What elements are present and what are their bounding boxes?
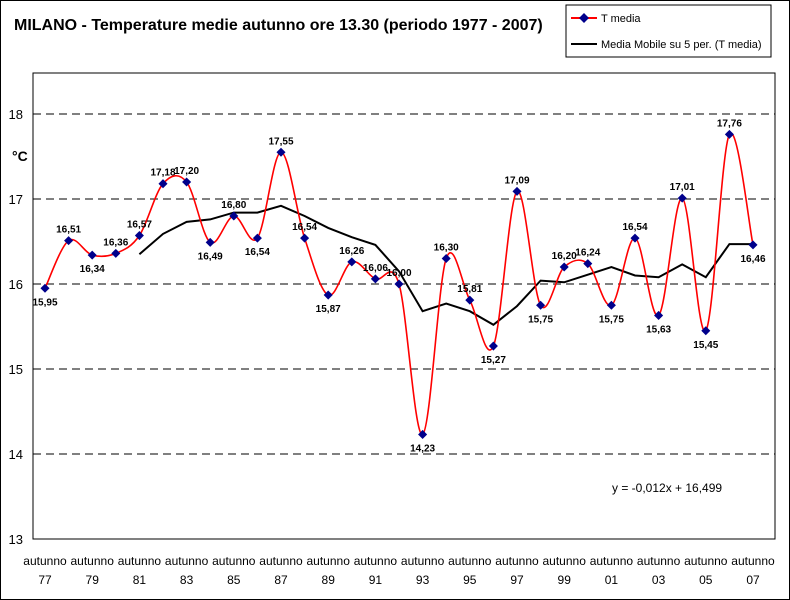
data-label: 15,75 [528, 314, 553, 325]
data-label: 17,09 [504, 175, 529, 186]
data-label: 15,95 [32, 297, 57, 308]
x-tick-label: autunno [118, 554, 162, 568]
x-tick-label: 83 [180, 573, 194, 587]
data-label: 17,18 [150, 168, 175, 179]
data-label: 15,87 [316, 304, 341, 315]
y-tick-label: 17 [9, 192, 23, 207]
data-point-marker [158, 179, 168, 189]
x-tick-label: 85 [227, 573, 241, 587]
x-tick-label: autunno [401, 554, 445, 568]
x-tick-label: 99 [558, 573, 572, 587]
x-tick-label: autunno [71, 554, 115, 568]
y-unit-label: °C [12, 148, 28, 164]
data-label: 16,00 [386, 268, 411, 279]
legend: T media Media Mobile su 5 per. (T media) [565, 4, 772, 58]
trendline-equation: y = -0,012x + 16,499 [612, 481, 722, 495]
data-label: 16,30 [434, 243, 459, 254]
data-label: 15,27 [481, 355, 506, 366]
x-tick-label: autunno [354, 554, 398, 568]
x-tick-label: autunno [684, 554, 728, 568]
data-label: 16,49 [198, 251, 223, 262]
x-tick-label: 97 [510, 573, 524, 587]
data-label: 16,26 [339, 246, 364, 257]
data-label: 17,55 [268, 136, 293, 147]
x-tick-label: autunno [731, 554, 775, 568]
data-label: 15,75 [599, 314, 624, 325]
data-point-marker [64, 236, 74, 246]
x-tick-label: 07 [746, 573, 760, 587]
x-tick-label: 91 [369, 573, 383, 587]
x-tick-label: autunno [23, 554, 67, 568]
y-tick-label: 18 [9, 107, 23, 122]
x-tick-label: 77 [38, 573, 52, 587]
x-tick-label: autunno [543, 554, 587, 568]
x-tick-label: autunno [448, 554, 492, 568]
plot-area: 13 14 15 16 17 18 autunno 77 autunno 79 autunno 81 a… [9, 72, 776, 587]
data-label: 15,81 [457, 284, 482, 295]
data-label: 15,45 [693, 340, 718, 351]
data-label: 15,63 [646, 324, 671, 335]
data-label: 16,20 [552, 251, 577, 262]
legend-box [565, 4, 772, 58]
data-label: 16,36 [103, 237, 128, 248]
data-point-marker [536, 300, 546, 310]
data-label: 17,20 [174, 166, 199, 177]
series-line-moving-average [138, 204, 753, 327]
data-label: 16,57 [127, 220, 152, 231]
x-tick-label: 05 [699, 573, 713, 587]
x-tick-label: autunno [637, 554, 681, 568]
legend-label-moving-average: Media Mobile su 5 per. (T media) [601, 39, 762, 51]
y-tick-label: 14 [9, 447, 23, 462]
data-label: 17,01 [670, 182, 695, 193]
data-point-marker [229, 211, 239, 221]
plot-frame [32, 72, 776, 540]
x-tick-label: 95 [463, 573, 477, 587]
y-tick-label: 16 [9, 277, 23, 292]
x-tick-label: 89 [322, 573, 336, 587]
data-label: 16,06 [363, 263, 388, 274]
x-tick-label: 81 [133, 573, 147, 587]
x-tick-label: autunno [212, 554, 256, 568]
chart-title: MILANO - Temperature medie autunno ore 1… [14, 17, 543, 34]
data-point-marker [134, 231, 144, 241]
data-label: 16,24 [575, 248, 600, 259]
data-point-marker [111, 248, 121, 258]
data-point-marker [654, 310, 664, 320]
x-tick-label: autunno [165, 554, 209, 568]
y-tick-label: 15 [9, 362, 23, 377]
data-point-marker [252, 233, 262, 243]
x-tick-label: autunno [259, 554, 303, 568]
x-tick-label: 79 [86, 573, 100, 587]
data-label: 16,54 [292, 222, 317, 233]
data-label: 16,34 [80, 264, 105, 275]
data-label: 16,46 [740, 254, 765, 265]
data-label: 16,54 [245, 247, 270, 258]
x-tick-label: 01 [605, 573, 619, 587]
x-tick-label: autunno [495, 554, 539, 568]
x-tick-label: autunno [307, 554, 351, 568]
data-point-marker [441, 253, 451, 264]
x-tick-label: autunno [590, 554, 634, 568]
legend-marker-t-media [579, 13, 589, 23]
data-label: 14,23 [410, 443, 435, 454]
data-label: 16,80 [221, 200, 246, 211]
x-tick-label: 03 [652, 573, 666, 587]
data-label: 16,54 [622, 222, 647, 233]
y-tick-label: 13 [9, 532, 23, 547]
data-label: 16,51 [56, 225, 81, 236]
legend-label-t-media: T media [601, 13, 641, 25]
x-tick-label: 93 [416, 573, 430, 587]
data-label: 17,76 [717, 118, 742, 129]
x-tick-label: 87 [274, 573, 288, 587]
data-point-marker [87, 250, 97, 260]
